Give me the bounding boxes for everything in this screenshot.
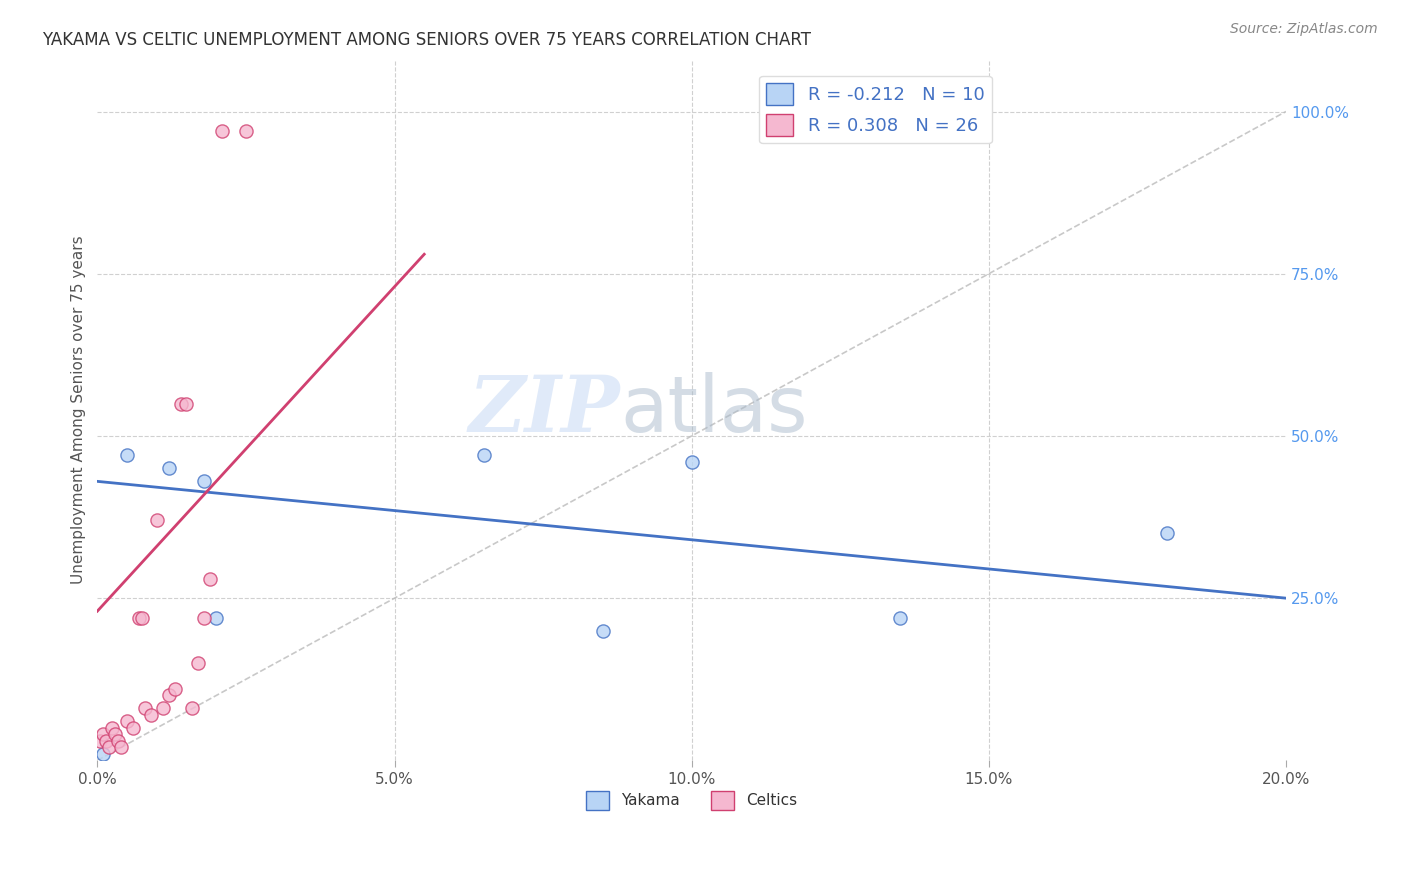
- Point: [200, 572, 222, 586]
- Point: [681, 455, 703, 469]
- Point: [110, 740, 132, 755]
- Point: [157, 461, 180, 475]
- Point: [176, 396, 198, 410]
- Point: [91, 727, 114, 741]
- Point: [193, 475, 215, 489]
- Point: [101, 721, 124, 735]
- Point: [107, 734, 129, 748]
- Point: [163, 681, 186, 696]
- Point: [134, 701, 156, 715]
- Point: [115, 449, 138, 463]
- Point: [122, 721, 145, 735]
- Point: [181, 701, 204, 715]
- Point: [472, 449, 495, 463]
- Point: [889, 610, 911, 624]
- Y-axis label: Unemployment Among Seniors over 75 years: Unemployment Among Seniors over 75 years: [72, 235, 86, 584]
- Text: Source: ZipAtlas.com: Source: ZipAtlas.com: [1230, 22, 1378, 37]
- Point: [139, 708, 162, 723]
- Point: [193, 610, 215, 624]
- Point: [131, 610, 153, 624]
- Point: [96, 734, 118, 748]
- Point: [91, 747, 114, 761]
- Point: [205, 610, 228, 624]
- Point: [169, 396, 191, 410]
- Point: [104, 727, 127, 741]
- Point: [152, 701, 174, 715]
- Point: [235, 124, 257, 138]
- Text: YAKAMA VS CELTIC UNEMPLOYMENT AMONG SENIORS OVER 75 YEARS CORRELATION CHART: YAKAMA VS CELTIC UNEMPLOYMENT AMONG SENI…: [42, 31, 811, 49]
- Legend: Yakama, Celtics: Yakama, Celtics: [581, 785, 803, 816]
- Point: [592, 624, 614, 638]
- Point: [211, 124, 233, 138]
- Point: [98, 740, 121, 755]
- Point: [89, 734, 111, 748]
- Point: [146, 513, 169, 527]
- Point: [157, 689, 180, 703]
- Text: atlas: atlas: [620, 372, 808, 448]
- Point: [128, 610, 150, 624]
- Point: [187, 656, 209, 670]
- Point: [1156, 526, 1178, 541]
- Text: ZIP: ZIP: [468, 372, 620, 449]
- Point: [115, 714, 138, 729]
